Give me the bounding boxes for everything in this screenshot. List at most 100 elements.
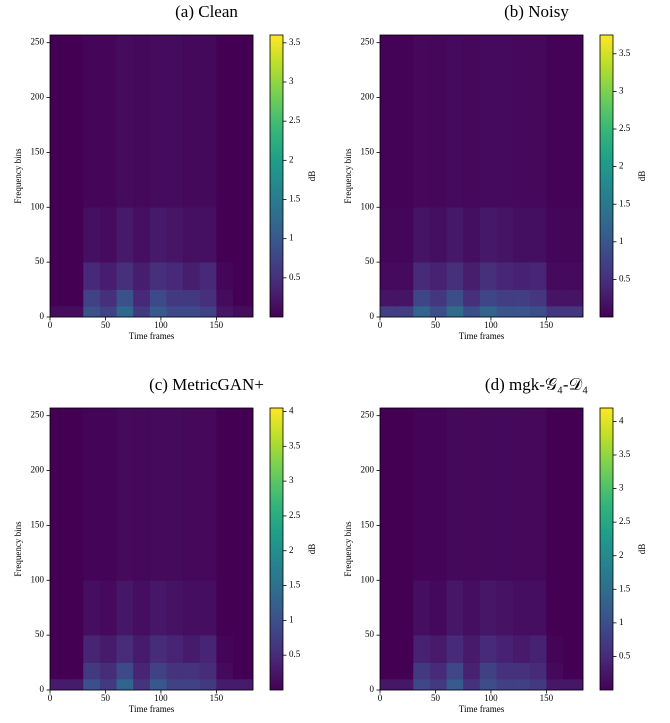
colorbar-tick-label: 4 [619, 415, 624, 425]
heatmap-cell [233, 635, 254, 663]
heatmap-cell [149, 289, 167, 307]
heatmap-cell [446, 408, 464, 581]
x-axis-label: Time frames [459, 704, 505, 714]
heatmap-cell [83, 662, 101, 680]
heatmap-cell [380, 408, 397, 581]
plot-frame [379, 407, 584, 691]
panel-title: (d) mgk-𝒢₄-𝒟₄ [485, 375, 588, 394]
heatmap-cell [199, 306, 217, 318]
heatmap-cell [496, 289, 514, 307]
heatmap-cell [529, 35, 547, 208]
heatmap-cell [463, 662, 481, 680]
heatmap-cell [66, 207, 84, 263]
heatmap-cell [66, 580, 84, 636]
heatmap-cell [463, 635, 481, 663]
panel-title: (c) MetricGAN+ [149, 375, 264, 394]
y-axis-label: Frequency bins [343, 521, 353, 577]
heatmap-cell [116, 408, 134, 581]
colorbar-tick-label: 0.5 [619, 273, 631, 283]
heatmap-cell [429, 580, 447, 636]
heatmap-cell [149, 662, 167, 680]
heatmap-cell [99, 289, 117, 307]
heatmap-cell [446, 262, 464, 290]
y-tick-label: 0 [370, 684, 375, 694]
heatmap-cell [216, 306, 234, 318]
heatmap-cell [396, 35, 414, 208]
heatmap-cell [199, 262, 217, 290]
heatmap-cell [133, 662, 151, 680]
colorbar-tick-label: 3 [289, 475, 294, 485]
x-tick-label: 150 [210, 320, 224, 330]
heatmap-cell [133, 35, 151, 208]
heatmap-cell [563, 35, 584, 208]
colorbar-tick-label: 2 [619, 161, 624, 171]
heatmap-cell [496, 580, 514, 636]
heatmap-cell [429, 289, 447, 307]
heatmap-cell [66, 306, 84, 318]
heatmap-cell [446, 662, 464, 680]
heatmap-cell [166, 635, 184, 663]
plot-frame [49, 34, 254, 318]
x-tick-label: 150 [210, 693, 224, 703]
colorbar-tick-label: 1 [619, 617, 624, 627]
heatmap-cell [66, 662, 84, 680]
heatmap-cell [546, 289, 564, 307]
heatmap-cell [463, 679, 481, 691]
heatmap-cell [380, 635, 397, 663]
heatmap-cell [429, 262, 447, 290]
colorbar-label: dB [637, 544, 647, 555]
heatmap-cell [463, 408, 481, 581]
heatmap-cell [446, 580, 464, 636]
colorbar [599, 34, 614, 318]
heatmap-cell [429, 679, 447, 691]
colorbar-tick-label: 3.5 [619, 449, 631, 459]
y-tick-label: 250 [361, 37, 375, 47]
heatmap-cell [133, 679, 151, 691]
heatmap-cell [563, 306, 584, 318]
heatmap-cell [99, 306, 117, 318]
heatmap-cell [546, 207, 564, 263]
heatmap-cell [133, 207, 151, 263]
heatmap-cell [133, 262, 151, 290]
heatmap-cell [496, 635, 514, 663]
heatmap-cell [149, 580, 167, 636]
heatmap-cell [233, 306, 254, 318]
heatmap-cell [149, 306, 167, 318]
heatmap-cell [50, 289, 67, 307]
heatmap-cell [199, 662, 217, 680]
heatmap-cell [479, 679, 497, 691]
heatmap-cell [413, 580, 431, 636]
heatmap-cell [529, 289, 547, 307]
y-tick-label: 0 [370, 311, 375, 321]
colorbar [269, 407, 284, 691]
y-tick-label: 50 [365, 256, 375, 266]
heatmap-cell [83, 289, 101, 307]
heatmap-cell [116, 635, 134, 663]
plot-frame [379, 34, 584, 318]
heatmap-cell [166, 580, 184, 636]
heatmap-cell [380, 289, 397, 307]
heatmap-cell [83, 580, 101, 636]
y-tick-label: 0 [40, 311, 45, 321]
y-axis-label: Frequency bins [13, 521, 23, 577]
colorbar-tick-label: 0.5 [289, 272, 301, 282]
heatmap-cell [183, 408, 201, 581]
heatmap-cell [183, 580, 201, 636]
heatmap-cell [216, 580, 234, 636]
colorbar-tick-label: 2 [619, 550, 624, 560]
x-tick-label: 50 [101, 693, 111, 703]
heatmap-cell [546, 580, 564, 636]
heatmap-cell [429, 408, 447, 581]
heatmap-cell [66, 679, 84, 691]
colorbar-tick-label: 2 [289, 545, 294, 555]
heatmap-cell [529, 306, 547, 318]
y-axis-label: Frequency bins [13, 148, 23, 204]
heatmap-cell [216, 207, 234, 263]
heatmap-cell [233, 679, 254, 691]
colorbar-tick-label: 1.5 [289, 580, 301, 590]
heatmap-cell [546, 635, 564, 663]
y-tick-label: 100 [31, 574, 45, 584]
heatmap-cell [429, 635, 447, 663]
y-tick-label: 50 [365, 629, 375, 639]
